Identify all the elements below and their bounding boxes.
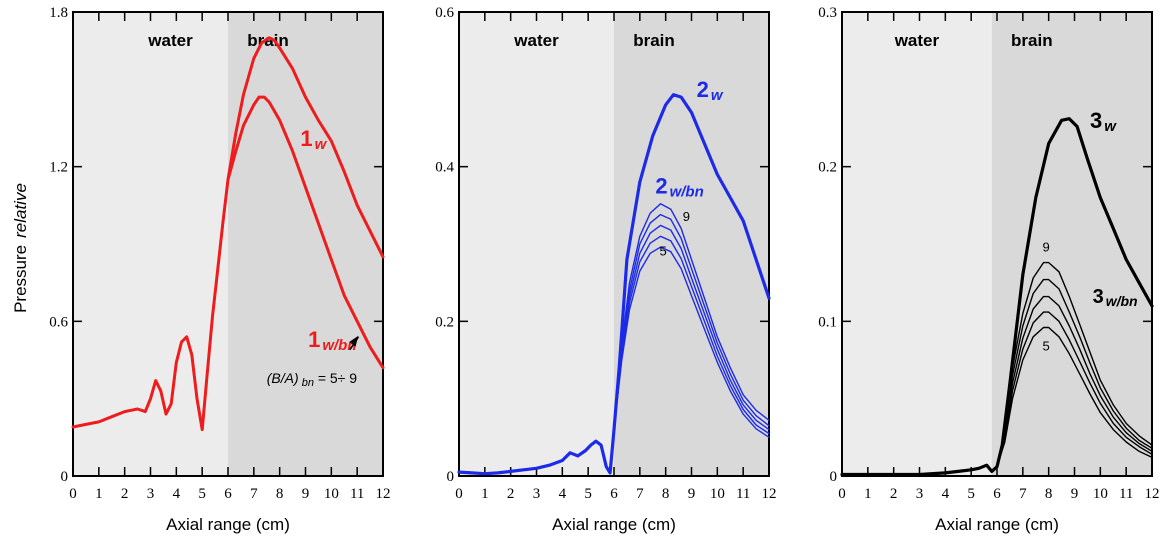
region-brain bbox=[228, 12, 383, 476]
x-tick-label: 5 bbox=[967, 486, 975, 502]
series-line-4 bbox=[996, 295, 1153, 468]
y-tick-label: 1.2 bbox=[49, 160, 68, 176]
y-axis-title: Pressure relative bbox=[11, 183, 30, 313]
y-tick-label: 0 bbox=[447, 469, 455, 485]
ba-annotation: (B/A) bn = 5÷ 9 bbox=[267, 370, 358, 389]
line-index-label: 9 bbox=[1042, 240, 1049, 255]
x-tick-label: 8 bbox=[662, 486, 670, 502]
series-line-1 bbox=[71, 36, 385, 432]
x-tick-label: 2 bbox=[890, 486, 898, 502]
x-tick-label: 10 bbox=[1093, 486, 1108, 502]
y-tick-label: 0 bbox=[61, 469, 69, 485]
series-line-3 bbox=[996, 278, 1153, 468]
series-line-2 bbox=[996, 261, 1153, 468]
x-tick-label: 11 bbox=[1119, 486, 1133, 502]
x-tick-label: 1 bbox=[481, 486, 489, 502]
series-line-1 bbox=[457, 93, 771, 476]
region-label-brain: brain bbox=[247, 31, 289, 50]
y-tick-label: 0 bbox=[830, 469, 838, 485]
region-label-water: water bbox=[513, 31, 559, 50]
y-axis-title-main: Pressure bbox=[11, 245, 30, 313]
line-index-label: 5 bbox=[1042, 339, 1049, 354]
x-tick-label: 4 bbox=[559, 486, 567, 502]
series-line-3 bbox=[613, 213, 770, 431]
y-tick-label: 1.8 bbox=[49, 5, 68, 21]
x-tick-label: 6 bbox=[224, 486, 232, 502]
x-tick-label: 1 bbox=[95, 486, 103, 502]
x-tick-label: 9 bbox=[688, 486, 696, 502]
x-tick-label: 1 bbox=[864, 486, 872, 502]
x-tick-label: 11 bbox=[350, 486, 364, 502]
x-axis-title: Axial range (cm) bbox=[552, 515, 676, 534]
x-tick-label: 6 bbox=[610, 486, 618, 502]
x-tick-label: 12 bbox=[376, 486, 391, 502]
x-tick-label: 3 bbox=[533, 486, 541, 502]
x-tick-label: 0 bbox=[69, 486, 77, 502]
x-tick-label: 5 bbox=[584, 486, 592, 502]
x-tick-label: 2 bbox=[121, 486, 129, 502]
line-index-label: 5 bbox=[659, 244, 666, 259]
x-tick-label: 10 bbox=[324, 486, 339, 502]
x-tick-label: 9 bbox=[1071, 486, 1079, 502]
y-tick-label: 0.3 bbox=[818, 5, 837, 21]
y-tick-label: 0.2 bbox=[435, 314, 454, 330]
x-tick-label: 12 bbox=[762, 486, 777, 502]
x-tick-label: 10 bbox=[710, 486, 725, 502]
x-tick-label: 6 bbox=[993, 486, 1001, 502]
region-label-brain: brain bbox=[1011, 31, 1053, 50]
x-tick-label: 11 bbox=[736, 486, 750, 502]
x-tick-label: 12 bbox=[1145, 486, 1160, 502]
y-axis-title-italic: relative bbox=[11, 183, 30, 238]
x-axis-title: Axial range (cm) bbox=[935, 515, 1059, 534]
x-tick-label: 3 bbox=[147, 486, 155, 502]
y-tick-label: 0.6 bbox=[435, 5, 454, 21]
x-tick-label: 4 bbox=[173, 486, 181, 502]
series-name-label: 1 w/bn bbox=[308, 327, 356, 354]
region-water bbox=[842, 12, 992, 476]
series-line-2 bbox=[613, 203, 770, 431]
x-tick-label: 9 bbox=[302, 486, 310, 502]
region-water bbox=[459, 12, 614, 476]
region-brain bbox=[614, 12, 769, 476]
series-line-4 bbox=[613, 224, 770, 431]
series-line-5 bbox=[613, 235, 770, 435]
x-tick-label: 0 bbox=[838, 486, 846, 502]
series-line-6 bbox=[996, 326, 1153, 468]
series-line-5 bbox=[996, 311, 1153, 468]
x-tick-label: 7 bbox=[250, 486, 258, 502]
x-tick-label: 2 bbox=[507, 486, 515, 502]
y-tick-label: 0.2 bbox=[818, 160, 837, 176]
y-tick-label: 0.4 bbox=[435, 160, 454, 176]
annotation-arrowhead bbox=[349, 335, 359, 347]
x-tick-label: 8 bbox=[1045, 486, 1053, 502]
x-tick-label: 5 bbox=[198, 486, 206, 502]
series-name-label: 3 w/bn bbox=[1093, 286, 1138, 309]
series-line-6 bbox=[613, 246, 770, 438]
y-tick-label: 0.1 bbox=[818, 314, 837, 330]
x-tick-label: 0 bbox=[455, 486, 463, 502]
region-label-brain: brain bbox=[633, 31, 675, 50]
line-index-label: 9 bbox=[683, 209, 690, 224]
x-tick-label: 8 bbox=[276, 486, 284, 502]
x-tick-label: 3 bbox=[916, 486, 924, 502]
x-tick-label: 4 bbox=[942, 486, 950, 502]
y-tick-label: 0.6 bbox=[49, 314, 68, 330]
x-tick-label: 7 bbox=[636, 486, 644, 502]
region-label-water: water bbox=[147, 31, 193, 50]
x-tick-label: 7 bbox=[1019, 486, 1027, 502]
x-axis-title: Axial range (cm) bbox=[166, 515, 290, 534]
series-name-label: 2 w/bn bbox=[655, 174, 703, 201]
series-line-2 bbox=[226, 95, 385, 370]
region-brain bbox=[991, 12, 1152, 476]
region-label-water: water bbox=[894, 31, 940, 50]
